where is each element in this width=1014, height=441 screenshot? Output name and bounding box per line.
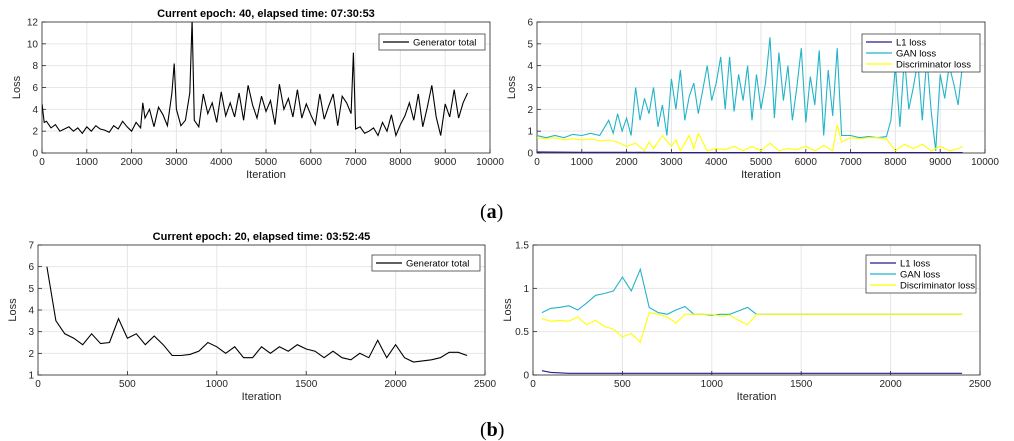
y-axis-label: Loss [506,75,518,99]
x-tick-label: 6000 [795,157,818,168]
y-tick-label: 1 [28,371,34,382]
x-tick-label: 0 [39,157,45,168]
x-tick-label: 0 [530,379,536,390]
x-tick-label: 1500 [295,379,318,390]
legend-label: Discriminator loss [900,280,975,291]
y-tick-label: 0 [523,371,529,382]
x-tick-label: 2500 [474,379,497,390]
y-tick-label: 1 [523,284,529,295]
x-tick-label: 9000 [929,157,952,168]
chart-b-right: 0 500 1000 1500 2000 2500 0 0.5 1 1.5 Iteration Los… [502,241,992,404]
y-tick-label: 1.5 [515,241,529,252]
x-tick-label: 2000 [879,379,902,390]
y-tick-label: 12 [27,18,39,29]
x-tick-label: 2000 [384,379,407,390]
x-tick-label: 500 [614,379,631,390]
x-tick-label: 6000 [300,157,323,168]
series-line-l1-loss [541,370,963,374]
y-tick-label: 6 [28,262,34,273]
caption-a: (a) [480,201,503,223]
x-axis-label: Iteration [242,391,282,403]
y-tick-label: 10 [27,39,39,50]
x-tick-label: 7000 [344,157,367,168]
y-tick-label: 4 [28,306,34,317]
x-tick-label: 1000 [701,379,724,390]
x-tick-label: 7000 [839,157,862,168]
x-tick-label: 4000 [210,157,233,168]
x-axis-label: Iteration [246,169,286,181]
y-tick-label: 1 [527,127,533,138]
legend-label: Discriminator loss [896,59,971,70]
caption-a-letter: a [487,201,497,223]
chart-a-left: 0 1000 2000 3000 4000 5000 6000 7000 8000 9000 100… [11,8,504,181]
y-tick-label: 2 [32,127,38,138]
y-tick-label: 3 [28,327,34,338]
x-tick-label: 2000 [615,157,638,168]
x-tick-label: 1000 [76,157,99,168]
x-tick-label: 1500 [790,379,813,390]
x-tick-label: 500 [119,379,136,390]
legend-box [371,254,481,272]
legend-label: GAN loss [900,269,940,280]
x-tick-label: 2000 [120,157,143,168]
y-tick-label: 6 [527,18,533,29]
x-tick-label: 1000 [206,379,229,390]
chart-b-left: 0 500 1000 1500 2000 2500 1 2 3 4 5 6 7 Iteration Loss… [7,231,497,403]
legend-box [378,33,486,51]
y-tick-label: 8 [32,61,38,72]
y-tick-label: 7 [28,241,34,252]
x-tick-label: 0 [35,379,41,390]
x-tick-label: 10000 [476,157,504,168]
legend-label: L1 loss [900,258,930,269]
y-tick-label: 4 [32,105,38,116]
x-tick-label: 8000 [389,157,412,168]
x-tick-label: 0 [534,157,540,168]
y-tick-label: 5 [527,39,533,50]
y-tick-label: 0 [32,149,38,160]
series-line-discriminator-loss [537,124,963,153]
series-line-generator-total [46,266,468,363]
y-tick-label: 6 [32,83,38,94]
caption-b-letter: b [487,419,498,441]
x-axis-label: Iteration [737,391,777,403]
x-axis-label: Iteration [741,169,781,181]
y-axis-label: Loss [502,298,514,322]
x-tick-label: 9000 [434,157,457,168]
x-tick-label: 5000 [255,157,278,168]
chart-title: Current epoch: 20, elapsed time: 03:52:4… [153,231,371,243]
chart-title: Current epoch: 40, elapsed time: 07:30:5… [157,8,375,20]
y-tick-label: 0 [527,149,533,160]
x-tick-label: 4000 [705,157,728,168]
series-line-generator-total [42,22,469,138]
series-line-gan-loss [537,37,964,151]
legend-label: GAN loss [896,48,936,59]
y-tick-label: 2 [28,349,34,360]
y-tick-label: 2 [527,105,533,116]
plot-frame [532,244,981,376]
x-tick-label: 10000 [971,157,999,168]
legend-label: Generator total [413,37,476,48]
y-tick-label: 0.5 [515,327,529,338]
x-tick-label: 5000 [750,157,773,168]
series-line-discriminator-loss [541,311,963,344]
x-tick-label: 3000 [660,157,683,168]
caption-b: (b) [480,419,504,441]
y-tick-label: 5 [28,284,34,295]
y-axis-label: Loss [11,75,23,99]
y-tick-label: 4 [527,61,533,72]
x-tick-label: 2500 [969,379,992,390]
x-tick-label: 1000 [571,157,594,168]
y-axis-label: Loss [7,298,19,322]
y-tick-label: 3 [527,83,533,94]
legend-label: Generator total [406,258,469,269]
x-tick-label: 3000 [165,157,188,168]
series-line-l1-loss [537,151,963,153]
x-tick-label: 8000 [884,157,907,168]
legend-label: L1 loss [896,37,926,48]
chart-a-right: 0 1000 2000 3000 4000 5000 6000 7000 8000 9000 100… [506,18,999,182]
